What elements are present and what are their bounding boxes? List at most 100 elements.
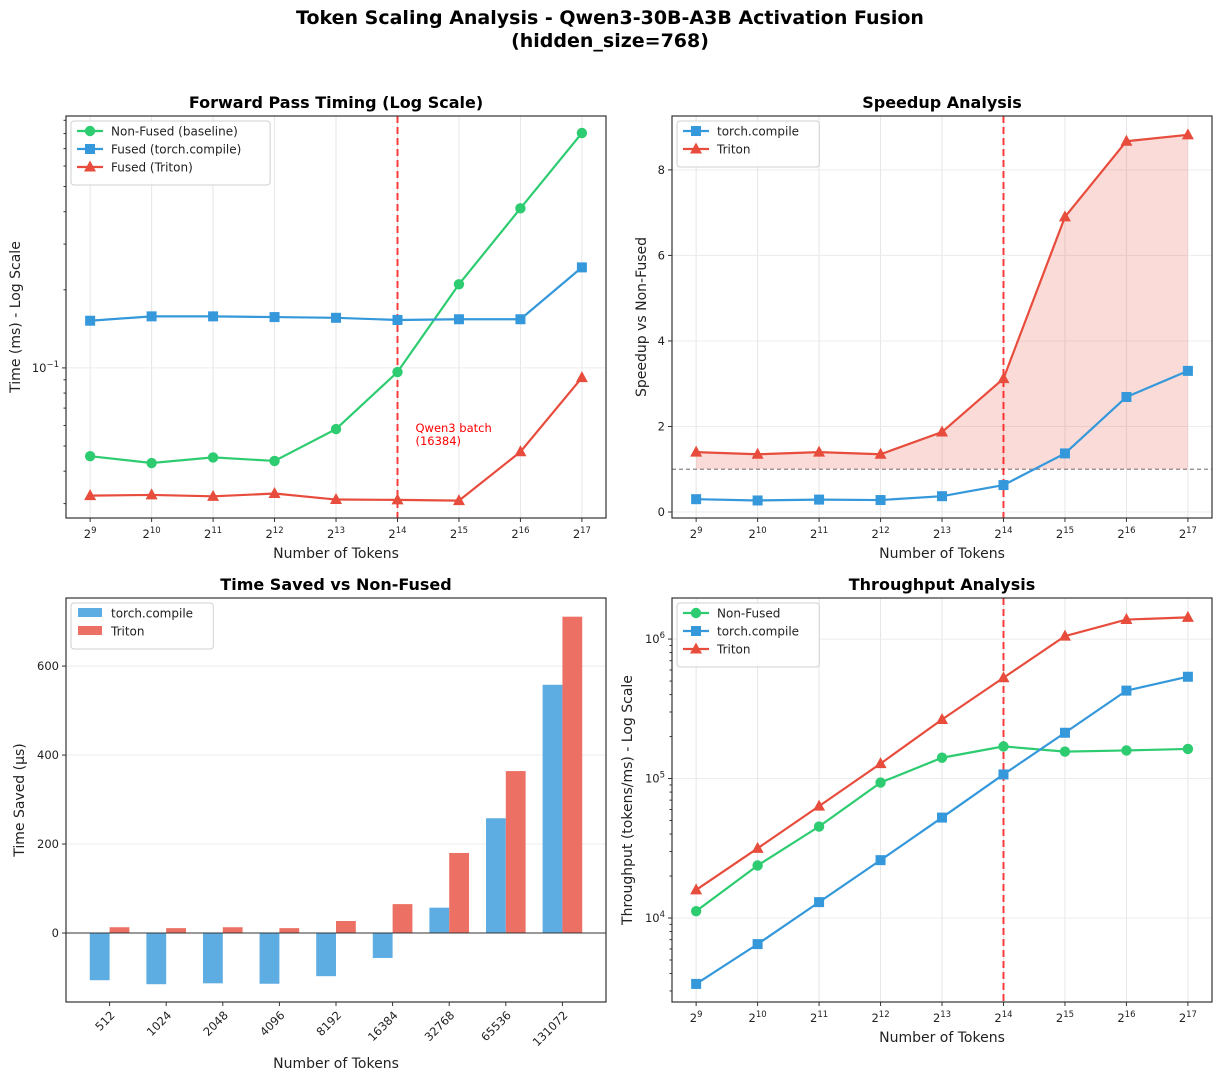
x-tick-label: 216 [1117,526,1135,541]
data-point-8192 [330,423,342,435]
x-tick-label-exp: 9 [697,526,702,536]
x-tick-label-base: 2 [871,1011,878,1025]
x-tick-label-exp: 15 [457,526,468,536]
data-point-512 [85,315,96,326]
y-tick-label-base: 400 [37,748,59,762]
legend-marker [690,142,702,154]
x-tick-label-base: 2 [573,527,580,541]
data-point-65536 [1121,685,1132,696]
data-point-4096 [875,855,886,866]
series-non-fused [690,741,1194,917]
x-tick-label-base: 2 [933,1011,940,1025]
data-point-65536 [515,203,526,214]
x-tick-label-base: 2 [994,527,1001,541]
x-tick-label: 1024 [144,1008,175,1039]
x-tick-label: 2048 [200,1008,231,1039]
x-tick-label-exp: 17 [580,526,591,536]
bar-torch-compile-131072 [542,684,563,934]
series-torch-compile [691,671,1193,989]
legend-label: torch.compile [717,625,799,639]
y-axis-label: Speedup vs Non-Fused [634,237,650,397]
data-point-32768 [453,314,464,325]
data-point-16384 [998,741,1009,752]
x-axis-label: Number of Tokens [879,546,1005,562]
bar-torch-compile-1024 [146,933,167,985]
data-point-65536 [514,445,527,457]
data-point-2048 [207,452,219,463]
series-non-fused-baseline- [84,127,588,469]
legend: Non-Fused torch.compile Triton [676,602,820,668]
data-point-4096 [269,455,280,467]
x-tick-label-exp: 14 [1002,526,1013,536]
legend-marker [84,125,96,137]
bar-torch-compile-65536 [486,818,506,934]
x-tick-label: 215 [450,526,468,541]
data-point-4096 [875,495,886,506]
legend-label: Fused (Triton) [111,161,193,175]
x-tick-label: 215 [1056,1010,1074,1025]
y-tick-label-base: 10 [645,632,660,646]
legend-label: Triton [110,625,145,639]
x-tick-label: 212 [871,526,889,541]
x-tick-label-exp: 13 [940,1010,951,1020]
x-tick-label-exp: 13 [940,526,951,536]
x-tick-label: 214 [994,1010,1012,1025]
y-tick-label-base: 10 [645,772,660,786]
legend-entry: Fused (torch.compile) [77,143,241,157]
data-point-512 [84,450,96,462]
chart-title: Forward Pass Timing (Log Scale) [189,93,483,112]
data-point-8192 [936,425,949,437]
x-tick-label-base: 2 [204,527,211,541]
series-triton [690,128,1194,459]
data-point-8192 [936,713,949,725]
y-tick-label-base: 10 [32,361,47,375]
legend-entry: torch.compile [683,125,799,139]
chart-title: Time Saved vs Non-Fused [220,575,451,594]
x-tick-label-exp: 9 [91,526,96,536]
y-tick-label: 400 [37,748,59,762]
bar-triton-8192 [336,921,356,934]
annotation-line1: Qwen3 batch [415,421,491,435]
legend-marker [691,626,701,636]
bar-torch-compile-16384 [372,933,393,958]
x-tick-label-base: 2 [749,527,756,541]
data-point-1024 [145,488,158,500]
data-point-16384 [392,314,403,325]
bar-torch-compile-2048 [202,933,223,984]
x-tick-label: 512 [92,1008,117,1033]
x-tick-label: 217 [573,526,591,541]
legend-marker [84,160,96,172]
data-point-8192 [936,752,948,763]
legend-entry: Non-Fused (baseline) [77,125,238,139]
y-tick-label: 600 [37,659,59,673]
x-tick-label-base: 2 [265,527,272,541]
x-tick-label-base: 2 [450,527,457,541]
data-point-16384 [997,372,1010,384]
y-tick-label-base: 0 [52,926,59,940]
data-point-131072 [1182,365,1193,376]
x-axis-label: Number of Tokens [273,546,399,562]
data-point-4096 [269,312,280,323]
legend: torch.compile Triton [70,602,214,650]
x-tick-label: 212 [871,1010,889,1025]
y-tick-label: 106 [645,631,665,646]
x-tick-label: 8192 [314,1008,345,1039]
x-tick-label: 29 [690,1010,703,1025]
legend-entry: Fused (Triton) [77,160,193,175]
data-point-131072 [575,371,588,383]
x-tick-label: 29 [690,526,703,541]
y-tick-label-base: 0 [658,505,665,519]
x-tick-label-exp: 11 [817,1010,828,1020]
y-tick-label: 2 [658,419,665,433]
data-point-4096 [874,447,887,459]
y-axis-label: Throughput (tokens/ms) - Log Scale [620,675,636,926]
legend-marker [690,642,702,654]
x-tick-label: 16384 [365,1008,401,1044]
x-tick-label-base: 2 [871,527,878,541]
y-axis-label: Time (ms) - Log Scale [8,241,24,394]
bar-triton-32768 [449,852,470,934]
data-point-32768 [452,494,465,506]
